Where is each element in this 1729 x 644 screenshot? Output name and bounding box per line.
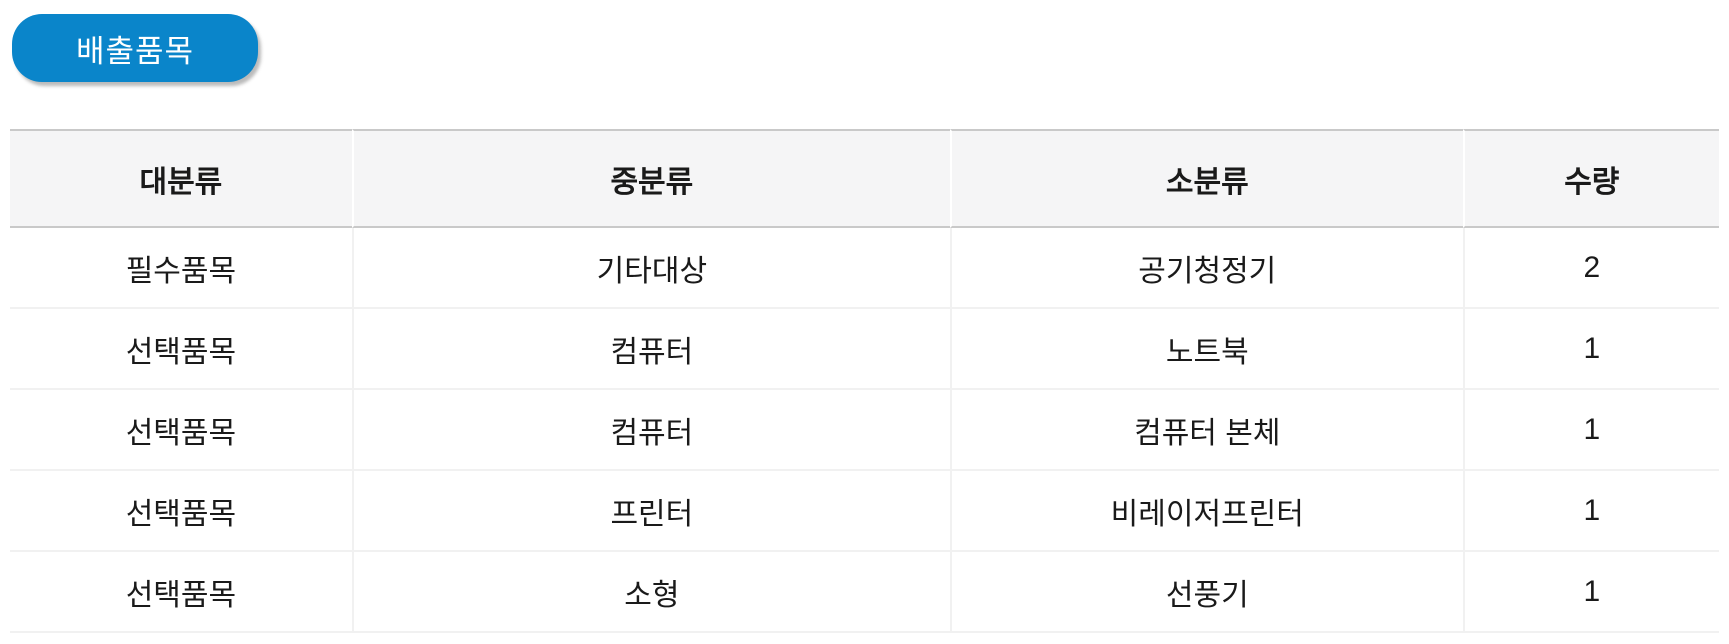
col-header-quantity: 수량: [1462, 129, 1719, 228]
col-header-middle-category: 중분류: [351, 129, 950, 228]
discharge-items-table: 대분류 중분류 소분류 수량 필수품목 기타대상 공기청정기 2 선택품목 컴퓨…: [10, 129, 1719, 633]
cell-major-category: 선택품목: [10, 390, 352, 471]
cell-middle-category: 기타대상: [351, 228, 950, 309]
cell-middle-category: 컴퓨터: [351, 309, 950, 390]
cell-quantity: 2: [1462, 228, 1719, 309]
table-header-row: 대분류 중분류 소분류 수량: [10, 129, 1719, 228]
table-row: 선택품목 소형 선풍기 1: [10, 552, 1719, 633]
col-header-minor-category: 소분류: [949, 129, 1463, 228]
cell-middle-category: 소형: [351, 552, 950, 633]
table-row: 선택품목 프린터 비레이저프린터 1: [10, 471, 1719, 552]
discharge-items-badge[interactable]: 배출품목: [12, 14, 258, 82]
cell-minor-category: 노트북: [949, 309, 1463, 390]
cell-major-category: 선택품목: [10, 309, 352, 390]
cell-minor-category: 컴퓨터 본체: [949, 390, 1463, 471]
table-row: 필수품목 기타대상 공기청정기 2: [10, 228, 1719, 309]
col-header-major-category: 대분류: [10, 129, 352, 228]
cell-middle-category: 컴퓨터: [351, 390, 950, 471]
cell-quantity: 1: [1462, 390, 1719, 471]
table-row: 선택품목 컴퓨터 노트북 1: [10, 309, 1719, 390]
cell-minor-category: 선풍기: [949, 552, 1463, 633]
cell-quantity: 1: [1462, 552, 1719, 633]
cell-quantity: 1: [1462, 471, 1719, 552]
table-row: 선택품목 컴퓨터 컴퓨터 본체 1: [10, 390, 1719, 471]
cell-major-category: 선택품목: [10, 552, 352, 633]
cell-major-category: 필수품목: [10, 228, 352, 309]
cell-quantity: 1: [1462, 309, 1719, 390]
cell-major-category: 선택품목: [10, 471, 352, 552]
cell-minor-category: 비레이저프린터: [949, 471, 1463, 552]
cell-minor-category: 공기청정기: [949, 228, 1463, 309]
cell-middle-category: 프린터: [351, 471, 950, 552]
